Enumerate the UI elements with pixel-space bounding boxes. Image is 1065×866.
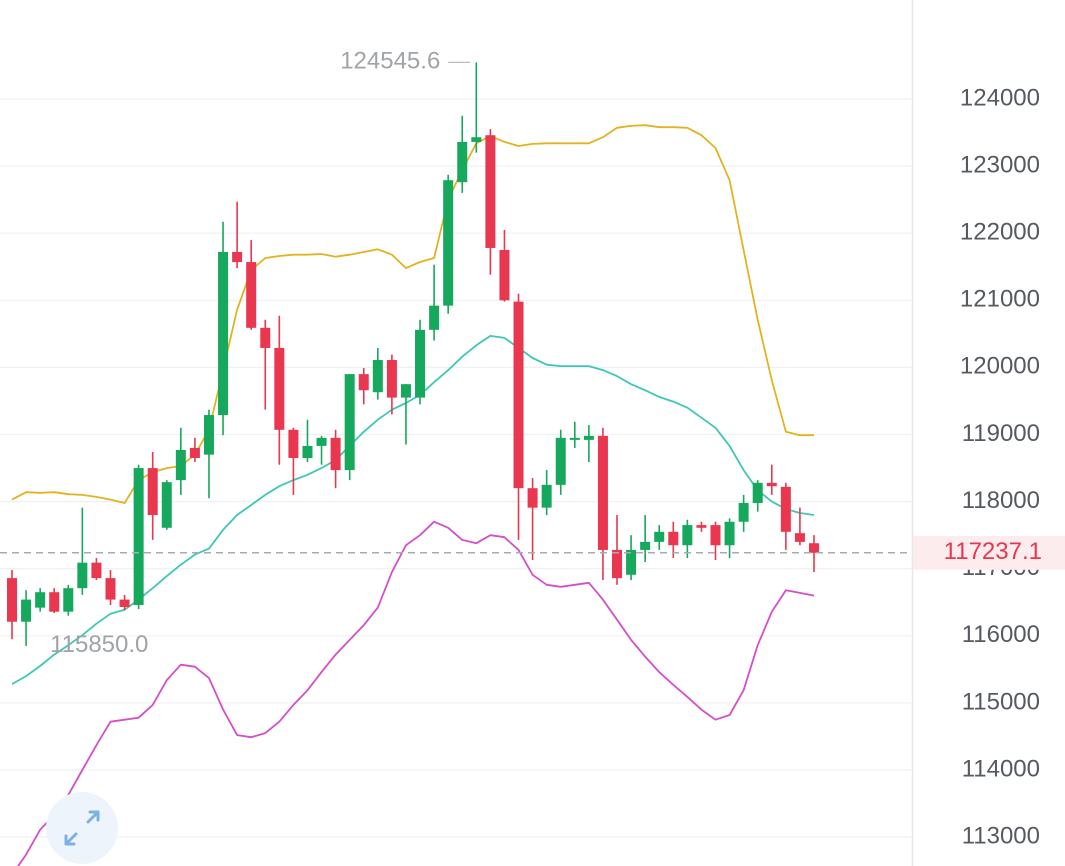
candle-body bbox=[513, 301, 524, 489]
candle-body bbox=[133, 468, 144, 605]
band-line bbox=[17, 520, 815, 866]
candle-body bbox=[77, 562, 88, 589]
candle-body bbox=[612, 549, 623, 579]
candle-body bbox=[541, 484, 552, 508]
candle-body bbox=[400, 384, 411, 398]
y-tick-label: 122000 bbox=[960, 219, 1040, 246]
candle-body bbox=[583, 435, 594, 440]
grid bbox=[0, 98, 912, 838]
candle-body bbox=[724, 521, 735, 546]
candle-body bbox=[429, 305, 440, 330]
y-tick-label: 118000 bbox=[962, 487, 1040, 514]
candle-body bbox=[232, 251, 243, 263]
candle-body bbox=[203, 415, 214, 455]
candle-body bbox=[21, 599, 32, 622]
candle-body bbox=[105, 578, 116, 600]
candle-body bbox=[696, 525, 707, 528]
candle-body bbox=[358, 374, 369, 391]
y-tick-label: 123000 bbox=[960, 151, 1040, 178]
candle-body bbox=[288, 429, 299, 458]
plot-area bbox=[0, 62, 912, 866]
y-tick-label: 115000 bbox=[962, 688, 1040, 715]
candle-body bbox=[91, 562, 102, 579]
y-tick-label: 114000 bbox=[962, 755, 1040, 782]
annotations: 117237.1 124545.6 115850.0 bbox=[50, 48, 1065, 658]
candle-body bbox=[626, 549, 637, 575]
last-price-tag bbox=[913, 535, 1065, 570]
candle-body bbox=[640, 541, 651, 550]
candle-body bbox=[189, 447, 200, 458]
candle-body bbox=[457, 141, 468, 183]
candle-body bbox=[499, 249, 510, 301]
candle-body bbox=[569, 437, 580, 440]
candle-body bbox=[372, 360, 383, 393]
candle-body bbox=[471, 137, 482, 142]
candle-body bbox=[668, 531, 679, 546]
y-tick-label: 121000 bbox=[960, 286, 1040, 313]
high-label: 124545.6 bbox=[340, 48, 440, 75]
y-tick-label: 124000 bbox=[960, 84, 1040, 111]
candle-body bbox=[386, 360, 397, 398]
last-price-label: 117237.1 bbox=[944, 538, 1042, 565]
candle-body bbox=[766, 482, 777, 487]
candle-body bbox=[119, 599, 130, 607]
candle-body bbox=[794, 533, 805, 542]
candle-body bbox=[246, 262, 257, 328]
candle-body bbox=[274, 347, 285, 430]
y-tick-label: 120000 bbox=[960, 353, 1040, 380]
band-line bbox=[11, 335, 815, 685]
candle-body bbox=[710, 525, 721, 546]
candle-body bbox=[175, 449, 186, 481]
low-label: 115850.0 bbox=[50, 631, 148, 658]
expand-button-bg[interactable] bbox=[46, 792, 118, 864]
candle-body bbox=[302, 445, 313, 458]
expand-button[interactable] bbox=[46, 792, 118, 864]
candle-body bbox=[738, 502, 749, 522]
candle-body bbox=[443, 180, 454, 306]
candle-body bbox=[316, 437, 327, 446]
y-tick-label: 116000 bbox=[962, 621, 1040, 648]
candle-body bbox=[330, 437, 341, 471]
y-axis: 1130001140001150001160001170001180001190… bbox=[960, 84, 1040, 849]
candle-body bbox=[7, 578, 17, 622]
candle-body bbox=[161, 482, 172, 528]
candle-body bbox=[35, 592, 46, 608]
candle-body bbox=[49, 592, 60, 612]
candle-body bbox=[218, 251, 229, 416]
candle-body bbox=[260, 327, 271, 348]
candle-body bbox=[63, 588, 74, 612]
candle-body bbox=[808, 543, 819, 553]
candle-body bbox=[654, 531, 665, 542]
candle-body bbox=[597, 435, 608, 550]
candle-body bbox=[147, 468, 158, 516]
candle-body bbox=[415, 329, 426, 398]
y-tick-label: 119000 bbox=[962, 420, 1040, 447]
candle-body bbox=[752, 482, 763, 503]
expand-icon[interactable] bbox=[64, 810, 100, 846]
candle-body bbox=[344, 374, 355, 471]
candle-body bbox=[527, 488, 538, 508]
candle-body bbox=[780, 486, 791, 532]
y-tick-label: 113000 bbox=[962, 822, 1040, 849]
candle-body bbox=[485, 135, 496, 248]
band-line bbox=[11, 124, 814, 504]
candle-body bbox=[682, 525, 693, 546]
candle-body bbox=[555, 437, 566, 485]
